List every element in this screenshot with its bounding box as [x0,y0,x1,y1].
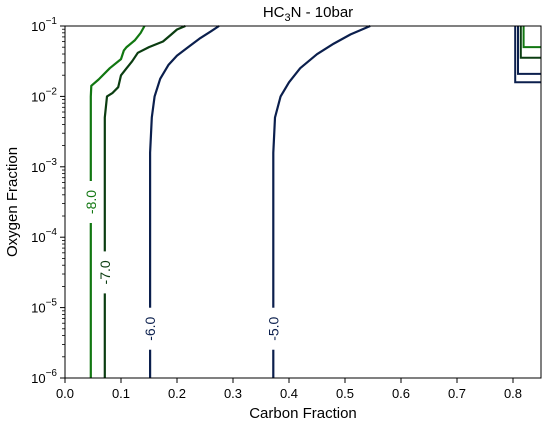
contour-label--5.0: -5.0 [265,316,281,340]
x-tick-label: 0.6 [392,386,410,401]
plot-frame [64,25,542,379]
y-tick-label: 10−5 [31,298,57,316]
x-tick-label: 0.5 [336,386,354,401]
y-tick-label: 10−2 [31,86,57,104]
contour-label--7.0: -7.0 [97,260,113,284]
y-tick-label: 10−4 [31,227,57,245]
corner-contour-line [519,26,541,59]
contour-line--6.0 [149,25,220,378]
contour-labels: -8.0 -7.0 -6.0 -5.0 [83,190,282,341]
x-tick-label: 0.2 [168,386,186,401]
x-tick-label: 0.1 [112,386,130,401]
x-tick-label: 0.3 [224,386,242,401]
contour-label--6.0: -6.0 [142,316,158,340]
chart-title: HC3N - 10bar [263,4,353,24]
title-prefix: HC [263,4,285,21]
corner-contour-line [517,26,541,75]
contour-lines [89,24,541,378]
contour-label--8.0: -8.0 [83,190,99,214]
contour-line--8.0 [89,25,146,378]
x-tick-label: 0.0 [56,386,74,401]
y-tick-label: 10−3 [31,157,57,175]
contour-line--7.0 [103,24,186,378]
corner-contour-line [522,26,541,49]
axis-ticks: 0.0 0.1 0.2 0.3 0.4 0.5 0.6 0.7 0.8 10−6 10−5 10−4 1… [31,16,522,401]
x-tick-label: 0.4 [280,386,298,401]
contour-line--5.0 [272,24,371,378]
x-tick-label: 0.8 [504,386,522,401]
y-tick-label: 10−6 [31,368,57,386]
title-suffix: N - 10bar [291,4,354,21]
y-axis-label: Oxygen Fraction [4,147,21,257]
corner-contour-line [514,26,541,84]
x-axis-label: Carbon Fraction [249,405,357,422]
title-subscript: 3 [285,12,291,24]
x-tick-label: 0.7 [448,386,466,401]
y-tick-label: 10−1 [31,16,57,34]
